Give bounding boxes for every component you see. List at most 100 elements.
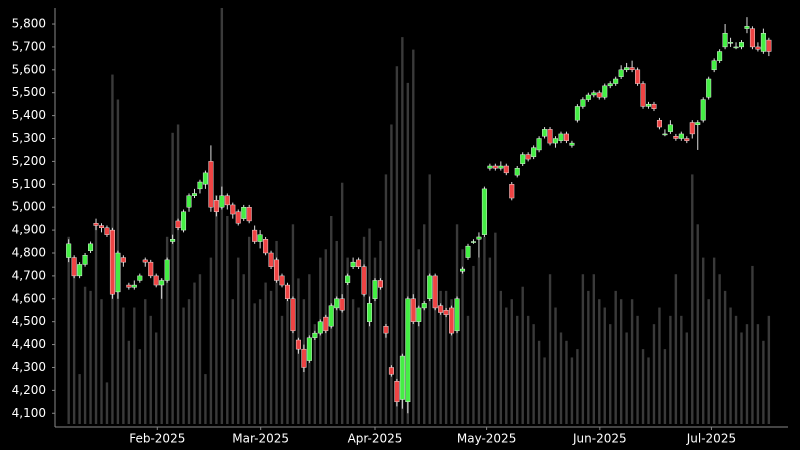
volume-bar [630,299,634,424]
y-tick-label: 4,400 [12,337,46,351]
volume-bar [160,278,163,424]
volume-bar [587,290,590,424]
volume-bar [67,236,70,424]
volume-bar [674,274,678,424]
volume-bar [133,307,136,424]
y-tick-label: 4,200 [12,383,46,397]
y-tick-label: 5,600 [12,62,46,76]
volume-bar [247,236,251,424]
candle-body [367,303,373,322]
volume-bar [149,315,152,424]
candle-body [640,83,646,107]
x-tick-label: May-2025 [457,432,516,446]
volume-bar [357,307,360,424]
volume-bar [751,265,754,424]
candle-body [481,188,487,235]
candle-body [689,122,695,135]
candle-body [301,348,307,368]
volume-bar [707,299,710,424]
candle-body [339,298,345,311]
volume-bar [598,299,601,424]
candle-body [646,103,652,107]
volume-bar [384,174,388,424]
candle-body [246,206,252,222]
candle-body [323,316,329,332]
candle-body [514,168,520,176]
candle-body [284,284,290,299]
volume-bar [723,290,727,424]
candle-body [399,355,405,400]
candle-body [558,133,564,141]
volume-bar [483,236,486,424]
volume-bar [209,257,213,424]
volume-bar [351,299,355,424]
volume-bar [565,340,568,424]
volume-bar [439,290,442,424]
candle-body [618,69,624,77]
candle-body [383,326,389,334]
volume-bar [762,340,765,424]
volume-bar [543,357,546,424]
candle-body [613,78,619,84]
volume-bar [729,307,732,424]
volume-bar [505,307,508,424]
candle-body [71,257,77,277]
volume-bar [373,257,377,424]
candle-body [263,239,269,254]
y-tick-label: 5,100 [12,177,46,191]
volume-bar [324,249,327,424]
volume-bar [242,274,245,424]
volume-bar [231,299,234,424]
candle-body [224,195,230,206]
candle-body [137,275,143,281]
candle-body [722,32,728,48]
y-tick-label: 4,700 [12,268,46,282]
x-tick-label: Feb-2025 [129,432,185,446]
candle-body [563,133,569,141]
volume-bar [417,249,420,424]
y-tick-label: 4,300 [12,360,46,374]
volume-bar [423,224,426,424]
candle-body [503,165,509,174]
volume-bar [313,324,317,424]
volume-bar [165,236,169,424]
candle-body [295,339,301,350]
candle-body [120,257,126,263]
volume-bar [609,324,612,424]
volume-bar [144,299,147,424]
candle-body [766,39,772,52]
candle-body [159,280,165,286]
volume-bar [253,303,256,424]
volume-bar [647,357,650,424]
candle-body [531,147,537,158]
candle-body [542,129,548,137]
candle-body [476,236,482,240]
candle-body [629,67,635,71]
candle-body [438,305,444,313]
candle-body [377,280,383,288]
candle-body [410,298,416,322]
volume-bar [78,374,81,424]
volume-bar [740,332,743,424]
candle-body [306,337,312,361]
candle-body [148,261,154,277]
volume-bar [669,315,672,424]
candle-body [700,99,706,121]
candle-body [405,298,411,403]
candle-body [416,307,422,322]
volume-bar [390,124,393,424]
candle-body [525,154,531,160]
candle-body [312,332,318,338]
candle-body [760,32,766,52]
candle-body [104,227,110,235]
y-tick-label: 5,200 [12,154,46,168]
candle-body [175,220,181,229]
candle-body [82,255,88,265]
candle-body [454,298,460,332]
volume-bar [466,315,470,424]
y-tick-label: 4,500 [12,314,46,328]
candle-body [624,67,630,71]
volume-bar [286,299,289,424]
y-tick-label: 5,300 [12,131,46,145]
